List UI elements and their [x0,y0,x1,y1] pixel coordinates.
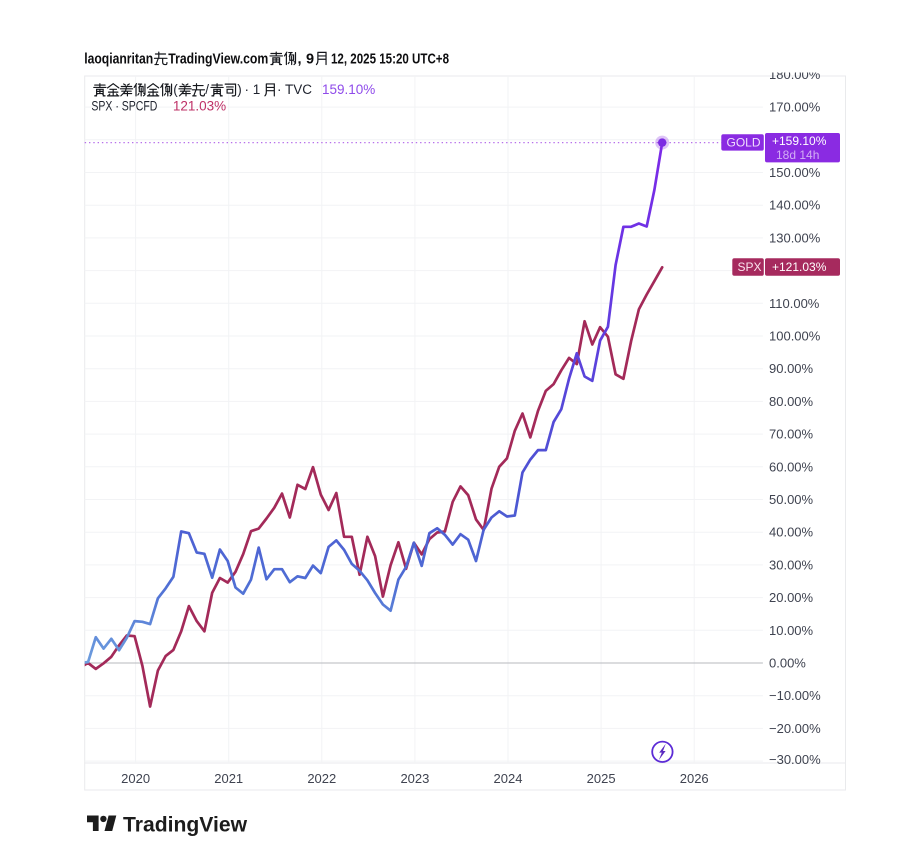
svg-text:18d 14h: 18d 14h [776,148,819,162]
svg-text:60.00%: 60.00% [769,459,814,474]
svg-text:· 1: · 1 [245,82,261,97]
svg-text:SPX · SPCFD: SPX · SPCFD [91,99,157,114]
svg-text:2020: 2020 [121,771,150,786]
svg-text:121.03%: 121.03% [173,99,226,114]
svg-text:10.00%: 10.00% [769,623,814,638]
svg-text:SPX: SPX [738,260,762,274]
svg-text:0.00%: 0.00% [769,656,806,671]
svg-text:−30.00%: −30.00% [769,752,821,767]
svg-text:TradingView: TradingView [123,813,247,837]
svg-text:TradingView.com: TradingView.com [168,52,268,68]
svg-text:laoqianritan: laoqianritan [84,52,153,68]
svg-text:2025: 2025 [587,771,616,786]
svg-text:−10.00%: −10.00% [769,688,821,703]
svg-text:30.00%: 30.00% [769,557,814,572]
svg-text:2023: 2023 [400,771,429,786]
svg-text:130.00%: 130.00% [769,230,821,245]
svg-text:−20.00%: −20.00% [769,721,821,736]
svg-text:): ) [237,82,242,97]
svg-text:50.00%: 50.00% [769,492,814,507]
svg-text:· TVC: · TVC [277,82,312,97]
svg-text:20.00%: 20.00% [769,590,814,605]
svg-text:12, 2025 15:20 UTC+8: 12, 2025 15:20 UTC+8 [331,52,449,68]
svg-text:/: / [205,82,209,97]
svg-text:2021: 2021 [214,771,243,786]
svg-text:9: 9 [306,52,314,68]
svg-text:+121.03%: +121.03% [772,260,827,274]
svg-text:159.10%: 159.10% [322,82,375,97]
svg-text:2022: 2022 [307,771,336,786]
svg-text:90.00%: 90.00% [769,361,814,376]
svg-text:2026: 2026 [680,771,709,786]
svg-text:40.00%: 40.00% [769,525,814,540]
svg-text:170.00%: 170.00% [769,100,821,115]
svg-text:GOLD: GOLD [727,136,761,150]
svg-text:80.00%: 80.00% [769,394,814,409]
svg-text:+159.10%: +159.10% [772,134,827,148]
svg-text:(: ( [173,82,178,97]
svg-text:140.00%: 140.00% [769,198,821,213]
svg-text:150.00%: 150.00% [769,165,821,180]
svg-text:70.00%: 70.00% [769,427,814,442]
svg-text:110.00%: 110.00% [769,296,820,311]
svg-text:100.00%: 100.00% [769,329,821,344]
svg-text:,: , [298,52,302,68]
svg-text:2024: 2024 [494,771,523,786]
